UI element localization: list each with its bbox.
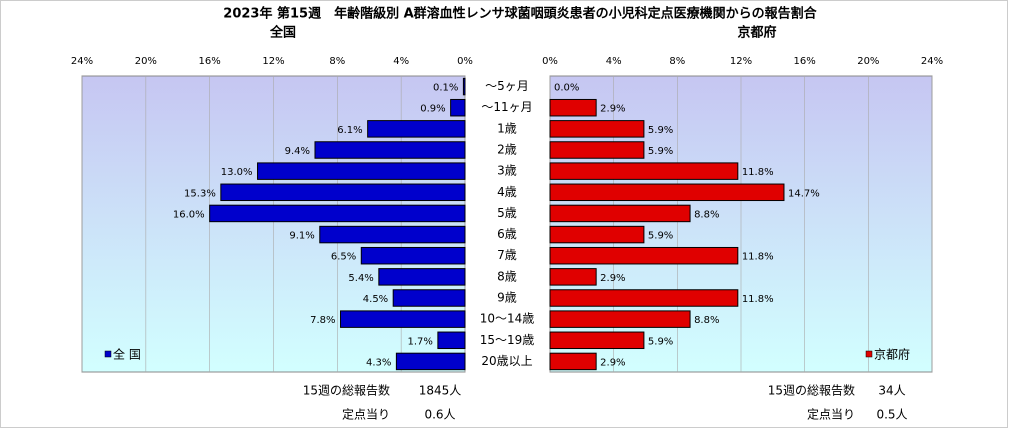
legend-swatch [865,350,873,358]
value-label: 5.9% [648,336,673,347]
x-tick-label: 4% [393,56,409,67]
value-label: 2.9% [600,273,625,284]
bar [549,331,645,350]
note-label: 定点当り [807,407,855,422]
category-label: ～11ヶ月 [481,100,532,114]
bar [378,268,466,286]
bar [549,352,597,371]
x-tick-label: 8% [329,56,345,67]
bar [549,225,645,244]
bar [367,120,466,138]
bar [549,268,597,286]
value-label: 9.4% [285,146,310,157]
x-tick-label: 24% [71,56,93,67]
note-label: 15週の総報告数 [768,383,855,398]
category-label: 3歳 [497,164,517,178]
x-tick-label: 0% [542,56,558,67]
chart-subtitle: 京都府 [737,25,776,41]
chart-title: 2023年 第15週 年齢階級別 A群溶血性レンサ球菌咽頭炎患者の小児科定点医療… [223,6,817,22]
x-tick-label: 4% [606,56,622,67]
bar [314,141,466,159]
category-label: 7歳 [497,248,517,262]
value-label: 14.7% [788,188,820,199]
bar [220,183,466,202]
bar [209,204,466,223]
category-label: 2歳 [497,143,517,157]
bar [340,310,466,328]
category-label: 8歳 [497,269,517,283]
category-label: ～5ヶ月 [485,79,529,93]
value-label: 11.8% [742,252,774,263]
value-label: 6.5% [331,252,356,263]
legend-swatch [104,350,112,358]
bar [257,162,466,180]
value-label: 5.9% [648,146,673,157]
x-tick-label: 12% [730,56,752,67]
value-label: 1.7% [407,336,432,347]
chart-subtitle: 全国 [269,25,296,41]
category-label: 10～14歳 [480,312,535,326]
value-label: 11.8% [742,167,774,178]
value-label: 0.0% [554,83,579,94]
x-tick-label: 24% [921,56,943,67]
x-tick-label: 16% [199,56,221,67]
x-tick-label: 16% [794,56,816,67]
x-tick-label: 20% [857,56,879,67]
value-label: 5.4% [348,273,373,284]
bar [360,246,466,265]
bar [549,246,739,265]
category-label: 6歳 [497,227,517,241]
value-label: 11.8% [742,294,774,305]
value-label: 0.9% [420,104,445,115]
bar [549,162,739,180]
value-label: 16.0% [173,209,205,220]
bar [462,77,466,96]
category-label: 15～19歳 [480,333,535,347]
bar [392,289,466,307]
category-label: 4歳 [497,185,517,199]
value-label: 8.8% [694,209,719,220]
legend-label: 京都府 [874,347,910,362]
note-value: 34人 [878,384,905,398]
value-label: 4.5% [363,294,388,305]
value-label: 2.9% [600,104,625,115]
value-label: 9.1% [289,231,314,242]
bar [549,310,691,328]
x-tick-label: 8% [669,56,685,67]
value-label: 8.8% [694,315,719,326]
category-label: 1歳 [497,121,517,135]
value-label: 0.1% [433,83,458,94]
note-value: 1845人 [419,384,462,398]
x-tick-label: 12% [262,56,284,67]
value-label: 4.3% [366,357,391,368]
bar [395,352,466,371]
category-label: 20歳以上 [481,354,532,368]
value-label: 13.0% [221,167,253,178]
legend-label: 全 国 [113,347,141,362]
category-label: 9歳 [497,291,517,305]
value-label: 6.1% [337,125,362,136]
value-label: 2.9% [600,357,625,368]
bar [549,183,785,202]
bar [549,120,645,138]
note-label: 定点当り [342,407,390,422]
value-label: 7.8% [310,315,335,326]
value-label: 5.9% [648,125,673,136]
x-tick-label: 20% [135,56,157,67]
bar [319,225,466,244]
note-value: 0.5人 [876,408,907,422]
bar [549,141,645,159]
value-label: 15.3% [184,188,216,199]
note-label: 15週の総報告数 [303,383,390,398]
bar [549,98,597,117]
x-tick-label: 0% [457,56,473,67]
bar [450,98,466,117]
category-label: 5歳 [497,206,517,220]
bar [549,204,691,223]
note-value: 0.6人 [424,408,455,422]
bar [549,289,739,307]
value-label: 5.9% [648,231,673,242]
bar [437,331,466,350]
